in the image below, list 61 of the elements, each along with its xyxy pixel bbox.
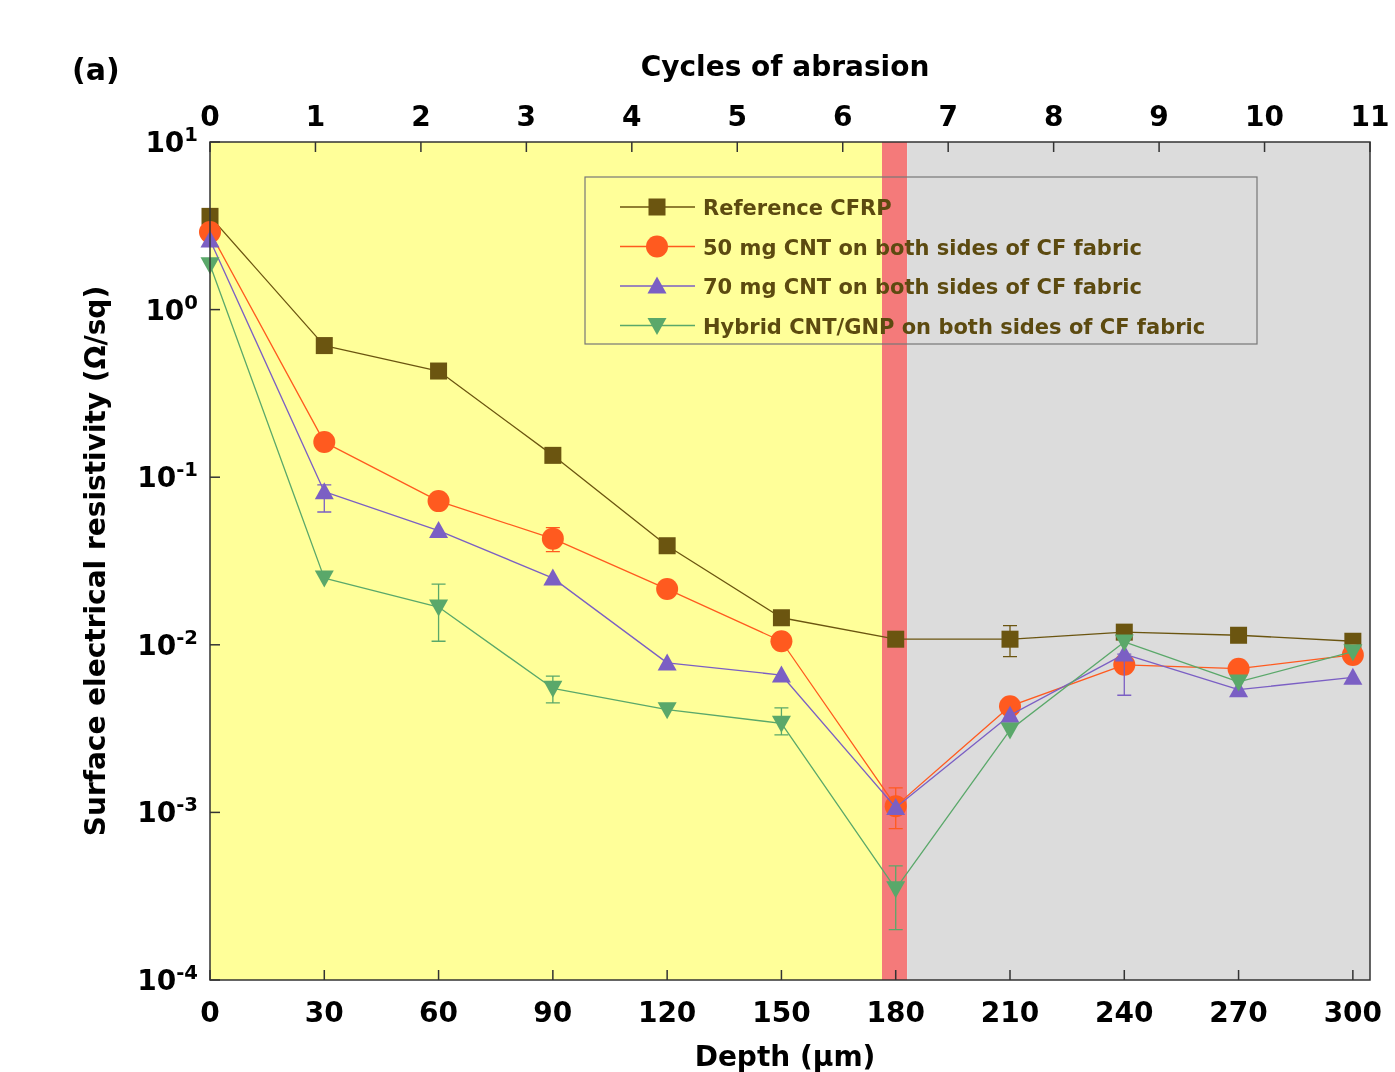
x2-tick-label: 6 (832, 100, 853, 133)
point (657, 702, 677, 720)
point (314, 482, 334, 500)
y-tick-label: 10$^{-3}$ (137, 792, 198, 830)
x-tick-label: 300 (1323, 996, 1383, 1029)
point (1114, 634, 1134, 652)
x2-tick-label: 4 (622, 100, 642, 133)
x-tick-label: 240 (1095, 996, 1154, 1029)
y-tick-label: 10$^{-1}$ (137, 457, 198, 495)
point (771, 665, 791, 683)
x2-tick-label: 5 (727, 100, 748, 133)
x-axis-title: Depth (μm) (694, 1040, 876, 1072)
point (886, 881, 906, 899)
point (429, 521, 449, 539)
point (543, 568, 563, 586)
x2-tick-label: 7 (938, 100, 958, 133)
x-tick-label: 150 (752, 996, 811, 1029)
point (656, 578, 679, 601)
y-tick-label: 10$^{-4}$ (137, 960, 198, 997)
point (430, 362, 448, 380)
x-tick-label: 270 (1209, 996, 1268, 1029)
x-tick-label: 180 (866, 996, 925, 1029)
text: (a) (72, 52, 120, 87)
x-tick-label: 0 (200, 996, 220, 1029)
y-tick-label: 10$^{-2}$ (137, 625, 198, 662)
point (1000, 705, 1020, 723)
point (771, 715, 791, 733)
point (544, 446, 562, 464)
point (1343, 667, 1363, 685)
x2-tick-label: 3 (516, 100, 537, 133)
point (772, 609, 790, 627)
x-tick-label: 30 (304, 996, 344, 1029)
point (543, 680, 563, 698)
point (658, 537, 676, 555)
point (427, 490, 450, 513)
point (429, 599, 449, 617)
x2-tick-label: 10 (1245, 100, 1285, 133)
point (1000, 722, 1020, 740)
x-tick-label: 120 (637, 996, 697, 1029)
x-tick-label: 60 (419, 996, 459, 1029)
x2-tick-label: 9 (1149, 100, 1169, 133)
x2-axis-title: Cycles of abrasion (640, 50, 930, 83)
x2-tick-label: 8 (1043, 100, 1064, 133)
point (313, 431, 336, 454)
point (657, 653, 677, 671)
y-tick-label: 10$^{0}$ (145, 290, 198, 327)
x2-tick-label: 2 (411, 100, 431, 133)
point (887, 630, 905, 648)
x-tick-label: 210 (980, 996, 1040, 1029)
y-tick-label: 10$^{1}$ (145, 122, 198, 159)
y-axis-title: Surface electrical resistivity (Ω/sq) (79, 285, 112, 837)
x2-tick-label: 0 (200, 100, 220, 133)
point (1001, 630, 1019, 648)
x2-tick-label: 11 (1350, 100, 1390, 133)
point (1230, 626, 1248, 644)
x2-tick-label: 1 (305, 100, 326, 133)
point (314, 570, 334, 588)
x-tick-label: 90 (533, 996, 573, 1029)
point (315, 337, 333, 355)
point (770, 630, 793, 653)
point (1229, 674, 1249, 692)
